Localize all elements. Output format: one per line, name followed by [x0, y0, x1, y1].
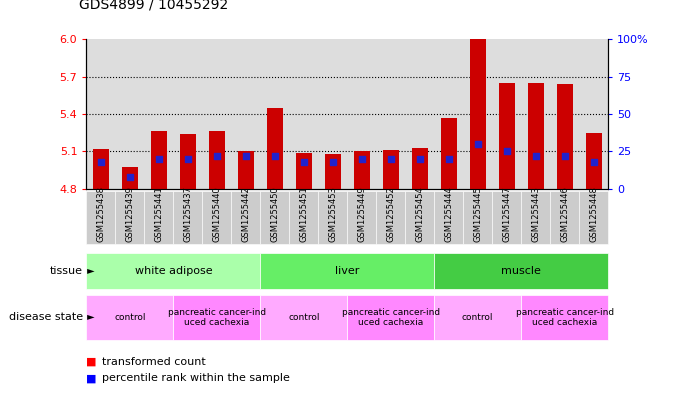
Bar: [412, 147, 428, 189]
Text: GSM1255442: GSM1255442: [241, 186, 250, 242]
Text: pancreatic cancer-ind
uced cachexia: pancreatic cancer-ind uced cachexia: [515, 308, 614, 327]
Text: ■: ■: [86, 357, 97, 367]
Bar: [441, 118, 457, 189]
Point: [124, 174, 135, 180]
Text: GSM1255444: GSM1255444: [444, 186, 453, 242]
Text: GSM1255449: GSM1255449: [357, 186, 366, 242]
Point: [530, 152, 541, 159]
Text: GDS4899 / 10455292: GDS4899 / 10455292: [79, 0, 229, 12]
Point: [501, 148, 512, 154]
Text: GSM1255439: GSM1255439: [125, 186, 134, 242]
Bar: [122, 167, 138, 189]
Text: GSM1255437: GSM1255437: [183, 186, 192, 242]
Bar: [383, 150, 399, 189]
Text: transformed count: transformed count: [102, 357, 205, 367]
Bar: [93, 149, 109, 189]
Bar: [180, 134, 196, 189]
Text: GSM1255453: GSM1255453: [328, 186, 337, 242]
Text: ■: ■: [86, 373, 97, 383]
Text: GSM1255445: GSM1255445: [473, 186, 482, 242]
Bar: [499, 83, 515, 189]
Point: [356, 156, 367, 162]
Bar: [209, 131, 225, 189]
Text: GSM1255452: GSM1255452: [386, 186, 395, 242]
Bar: [354, 151, 370, 189]
Bar: [296, 152, 312, 189]
Text: GSM1255448: GSM1255448: [589, 186, 598, 242]
Bar: [528, 83, 544, 189]
Text: muscle: muscle: [501, 266, 541, 276]
Point: [182, 156, 193, 162]
Text: liver: liver: [335, 266, 359, 276]
Text: pancreatic cancer-ind
uced cachexia: pancreatic cancer-ind uced cachexia: [341, 308, 439, 327]
Text: GSM1255451: GSM1255451: [299, 186, 308, 242]
Bar: [470, 39, 486, 189]
Point: [588, 159, 599, 165]
Point: [472, 141, 483, 147]
Text: GSM1255438: GSM1255438: [96, 186, 105, 242]
Text: control: control: [462, 313, 493, 322]
Bar: [267, 108, 283, 189]
Point: [240, 152, 252, 159]
Text: control: control: [288, 313, 319, 322]
Point: [443, 156, 454, 162]
Text: GSM1255440: GSM1255440: [212, 186, 221, 242]
Text: GSM1255441: GSM1255441: [154, 186, 163, 242]
Point: [299, 159, 310, 165]
Bar: [151, 131, 167, 189]
Text: pancreatic cancer-ind
uced cachexia: pancreatic cancer-ind uced cachexia: [168, 308, 266, 327]
Bar: [557, 84, 573, 189]
Bar: [325, 154, 341, 189]
Text: tissue: tissue: [50, 266, 83, 276]
Point: [385, 156, 396, 162]
Bar: [238, 151, 254, 189]
Text: GSM1255450: GSM1255450: [270, 186, 279, 242]
Bar: [585, 132, 602, 189]
Point: [153, 156, 164, 162]
Point: [269, 152, 281, 159]
Point: [559, 152, 570, 159]
Point: [414, 156, 425, 162]
Point: [95, 159, 106, 165]
Text: disease state: disease state: [9, 312, 83, 322]
Text: ►: ►: [84, 266, 94, 276]
Text: control: control: [114, 313, 146, 322]
Text: white adipose: white adipose: [135, 266, 212, 276]
Point: [211, 152, 223, 159]
Point: [328, 159, 339, 165]
Text: percentile rank within the sample: percentile rank within the sample: [102, 373, 290, 383]
Text: GSM1255443: GSM1255443: [531, 186, 540, 242]
Text: GSM1255454: GSM1255454: [415, 186, 424, 242]
Text: GSM1255446: GSM1255446: [560, 186, 569, 242]
Text: GSM1255447: GSM1255447: [502, 186, 511, 242]
Text: ►: ►: [84, 312, 94, 322]
